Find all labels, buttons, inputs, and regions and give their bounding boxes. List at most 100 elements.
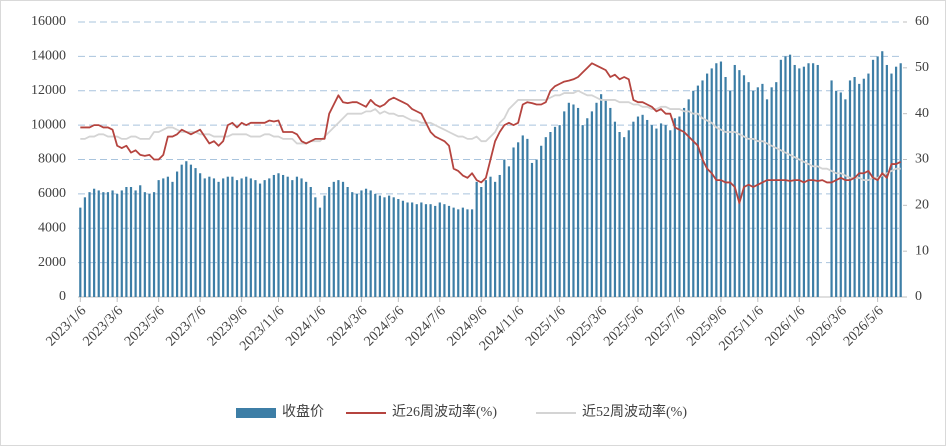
bar xyxy=(231,176,234,297)
bar xyxy=(447,205,451,297)
bar xyxy=(383,197,386,297)
bar xyxy=(590,111,593,297)
bar xyxy=(401,200,405,297)
bar xyxy=(277,173,280,297)
bar xyxy=(862,78,865,297)
bar xyxy=(222,178,225,297)
bar xyxy=(328,187,331,297)
bar xyxy=(885,64,888,297)
bar xyxy=(549,132,552,297)
y-tick-label: 12000 xyxy=(31,83,66,98)
bar xyxy=(535,159,538,297)
bar xyxy=(175,171,179,297)
bar xyxy=(374,193,377,297)
bar xyxy=(655,128,658,297)
bar xyxy=(729,90,732,297)
bar xyxy=(318,207,322,297)
bar xyxy=(682,107,686,297)
bar xyxy=(724,77,727,297)
bar xyxy=(249,178,252,297)
y2-tick-label: 20 xyxy=(915,198,929,213)
bar xyxy=(710,68,713,297)
bar xyxy=(79,207,82,297)
bar xyxy=(489,176,492,297)
bar xyxy=(641,114,644,297)
bar xyxy=(235,180,239,297)
bar xyxy=(189,164,193,297)
bar xyxy=(309,187,312,297)
bar xyxy=(613,121,617,297)
bar xyxy=(226,176,229,297)
bar xyxy=(609,107,612,297)
bar xyxy=(258,183,262,297)
bar xyxy=(185,161,188,297)
bar xyxy=(397,199,400,297)
bar xyxy=(305,181,308,297)
y2-tick-label: 10 xyxy=(915,243,929,258)
bar xyxy=(180,164,183,297)
bar xyxy=(558,125,561,297)
bar xyxy=(494,181,497,297)
bar xyxy=(706,73,709,297)
bar xyxy=(636,116,640,297)
bar xyxy=(406,202,409,297)
y-tick-label: 8000 xyxy=(38,152,66,167)
bar xyxy=(415,204,418,297)
bar xyxy=(756,87,759,297)
bar xyxy=(876,56,879,297)
bar xyxy=(595,102,598,297)
bar xyxy=(337,180,340,297)
bar xyxy=(420,202,423,297)
bar xyxy=(263,180,266,297)
y-tick-label: 10000 xyxy=(31,117,66,132)
bar xyxy=(521,135,524,297)
bar xyxy=(646,119,649,297)
bar xyxy=(480,187,483,297)
bar xyxy=(604,99,607,297)
y-tick-label: 0 xyxy=(59,289,66,304)
bar xyxy=(563,111,566,297)
bar xyxy=(268,178,271,297)
bar xyxy=(162,178,165,297)
y2-tick-label: 60 xyxy=(915,14,929,29)
bar xyxy=(272,174,275,297)
bar xyxy=(116,193,119,297)
bar xyxy=(567,102,570,297)
bar xyxy=(93,188,96,297)
bar xyxy=(830,80,833,297)
bar xyxy=(540,145,543,297)
bar xyxy=(411,202,414,297)
bar xyxy=(844,99,847,297)
bar xyxy=(623,137,626,297)
bar xyxy=(867,73,870,297)
bar xyxy=(429,204,432,297)
bar xyxy=(106,192,110,297)
bar xyxy=(692,90,695,297)
bar xyxy=(291,180,294,297)
bar xyxy=(798,68,801,297)
line xyxy=(80,89,901,182)
bar xyxy=(434,205,437,297)
bar xyxy=(848,80,852,297)
bar xyxy=(839,92,842,297)
bar xyxy=(281,174,285,297)
bar xyxy=(346,187,349,297)
bar xyxy=(553,126,557,297)
y-tick-label: 4000 xyxy=(38,220,66,235)
bar xyxy=(457,209,460,297)
bar xyxy=(678,116,681,297)
bar xyxy=(364,188,368,297)
legend-swatch xyxy=(236,408,276,418)
bar xyxy=(894,66,898,297)
bar xyxy=(203,178,206,297)
bar xyxy=(572,104,575,297)
bar xyxy=(784,56,787,297)
bar xyxy=(208,176,211,297)
bar xyxy=(498,174,501,297)
bar xyxy=(696,85,700,297)
line xyxy=(80,62,902,204)
bar xyxy=(148,193,151,297)
y-tick-label: 14000 xyxy=(31,49,66,64)
bar xyxy=(530,162,534,297)
